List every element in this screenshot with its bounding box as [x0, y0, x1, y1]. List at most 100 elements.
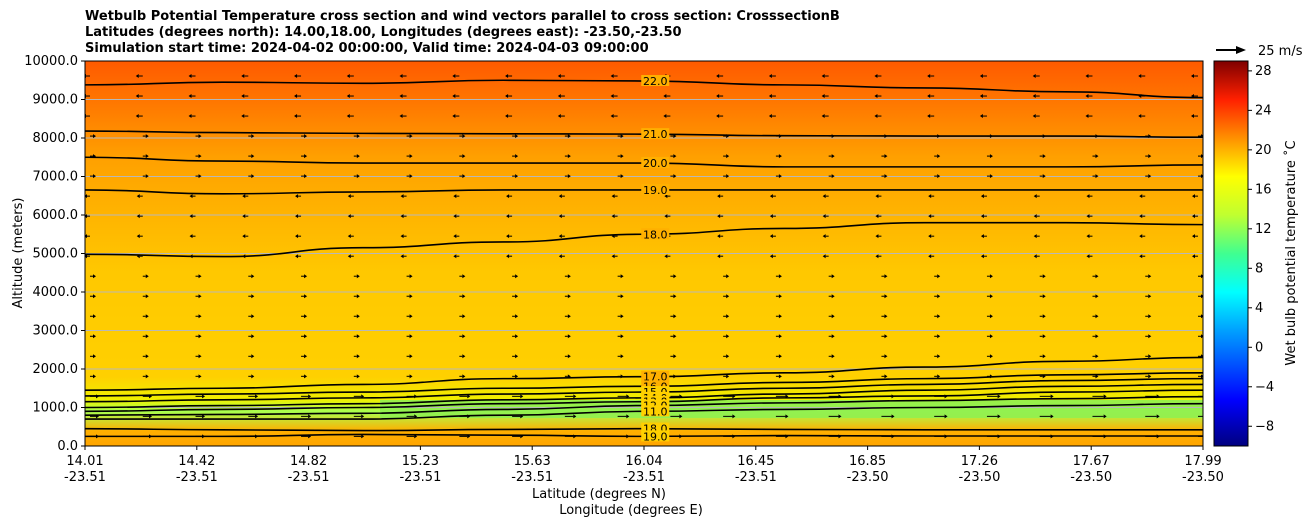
contour-label-bg [641, 157, 670, 169]
wind-vector-head [558, 194, 562, 199]
x-tick-label-lat: 14.82 [290, 454, 327, 469]
wind-vector-head [1148, 354, 1152, 359]
x-tick-label-lon: -23.50 [1070, 470, 1112, 485]
wind-vector-head [673, 314, 677, 319]
wind-vector-head [242, 234, 246, 239]
wind-vector-head [937, 154, 941, 159]
wind-vector-head [979, 74, 983, 79]
wind-vector-head [304, 274, 308, 279]
wind-vector-head [1139, 214, 1143, 219]
wind-vector-head [452, 114, 456, 119]
x-tick-label-lon: -23.50 [958, 470, 1000, 485]
wind-vector-head [663, 114, 667, 119]
wind-vector-head [1148, 314, 1152, 319]
wind-vector-head [400, 254, 404, 259]
wind-vector-head [928, 234, 932, 239]
wind-vector-head [822, 234, 826, 239]
wind-vector-head [620, 134, 624, 139]
wind-vector-head [1042, 294, 1046, 299]
wind-vector-head [1085, 94, 1089, 99]
wind-vector-head [295, 254, 299, 259]
wind-vector-head [304, 374, 308, 379]
wind-vector-head [356, 274, 360, 279]
wind-vector-head [1148, 174, 1152, 179]
x-tick-label-lat: 16.85 [849, 454, 886, 469]
wind-vector-head [673, 174, 677, 179]
wind-vector-head [1042, 174, 1046, 179]
wind-vector-head [944, 414, 948, 419]
colorbar-tick-label: 20 [1255, 143, 1272, 158]
contour-label-bg [641, 399, 670, 411]
colorbar-tick-label: −4 [1255, 380, 1274, 395]
wind-vector-head [136, 234, 140, 239]
wind-vector-head [717, 214, 721, 219]
wind-vector-head [831, 374, 835, 379]
wind-vector-head [189, 194, 193, 199]
wind-vector-head [1085, 114, 1089, 119]
wind-vector-head [251, 374, 255, 379]
wind-vector-head [875, 234, 879, 239]
wind-vector-head [989, 174, 993, 179]
wind-vector-head [136, 194, 140, 199]
x-tick-label-lon: -23.50 [1182, 470, 1224, 485]
wind-vector-head [135, 74, 139, 79]
wind-vector-head [1148, 294, 1152, 299]
wind-vector-head [620, 334, 624, 339]
wind-vector-head [989, 334, 993, 339]
wind-vector-head [294, 74, 298, 79]
wind-vector-head [93, 134, 96, 139]
contour-label: 22.0 [643, 75, 668, 88]
wind-vector-head [822, 194, 826, 199]
contour-label: 20.0 [643, 157, 668, 170]
wind-vector-head [884, 174, 888, 179]
wind-vector-head [515, 374, 519, 379]
wind-vector-head [515, 334, 519, 339]
wind-vector-head [356, 154, 360, 159]
contour-label: 18.0 [643, 228, 668, 241]
wind-vector-head [506, 214, 510, 219]
wind-vector-head [785, 414, 789, 419]
wind-vector-head [462, 174, 466, 179]
wind-vector-head [1103, 414, 1107, 419]
wind-vector-head [198, 134, 202, 139]
wind-vector-head [93, 294, 96, 299]
wind-vector-head [821, 74, 825, 79]
wind-vector-head [1138, 114, 1142, 119]
wind-vector-head [989, 274, 993, 279]
wind-vector-head [356, 294, 360, 299]
wind-vector-head [361, 434, 365, 439]
wind-vector-head [1210, 394, 1213, 398]
contour-label: 19.0 [643, 430, 668, 443]
wind-vector-head [620, 174, 624, 179]
colorbar-tick-label: 28 [1255, 64, 1272, 79]
wind-vector-head [1192, 234, 1195, 239]
wind-vector-head [673, 274, 677, 279]
wind-vector-head [1148, 274, 1152, 279]
wind-vector-head [1042, 154, 1046, 159]
y-tick-label: 2000.0 [33, 362, 79, 377]
wind-vector-head [251, 294, 255, 299]
wind-vector-head [726, 174, 730, 179]
wind-vector-head [558, 234, 562, 239]
wind-vector-head [1191, 114, 1194, 119]
wind-vector-head [573, 394, 577, 399]
x-tick-label-lon: -23.51 [176, 470, 218, 485]
y-axis: 0.0 1000.0 2000.0 3000.0 4000.0 5000.0 6000.0 7… [24, 54, 85, 454]
wind-vector-head [567, 134, 571, 139]
chart-title-line-3: Simulation start time: 2024-04-02 00:00:… [85, 41, 649, 56]
wind-vector-head [989, 314, 993, 319]
wind-vector-head [467, 394, 471, 399]
wind-vector-head [453, 194, 457, 199]
wind-vector-head [726, 354, 730, 359]
wind-vector-head [567, 354, 571, 359]
wind-vector-head [505, 94, 509, 99]
wind-vector-head [462, 374, 466, 379]
wind-vector-head [989, 294, 993, 299]
wind-vector-head [611, 194, 615, 199]
wind-vector-head [251, 354, 255, 359]
wind-vector-head [198, 314, 202, 319]
wind-vector-head [620, 354, 624, 359]
quiver-key: 25 m/s [1216, 44, 1303, 59]
wind-vector-head [1139, 234, 1143, 239]
x-tick-label-lat: 14.01 [66, 454, 103, 469]
